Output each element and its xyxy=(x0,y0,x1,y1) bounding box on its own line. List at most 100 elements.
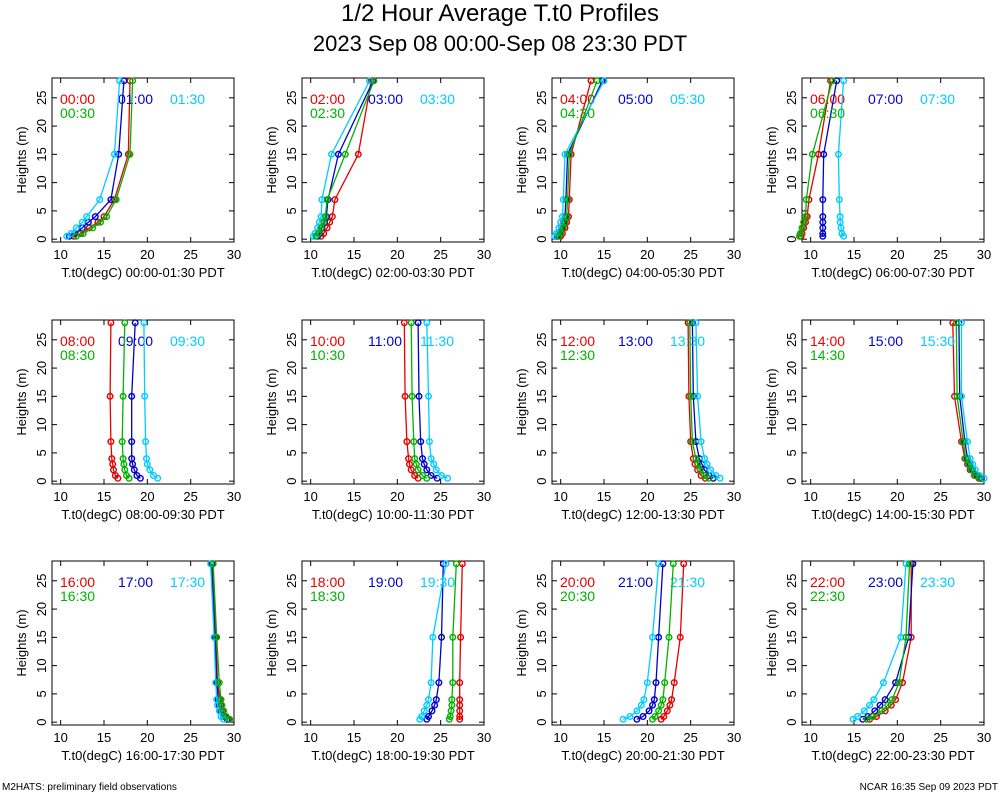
legend-label: 03:00 xyxy=(368,91,403,107)
data-point xyxy=(559,196,567,204)
y-tick-label: 0 xyxy=(34,236,49,243)
legend-label: 08:00 xyxy=(60,333,95,349)
legend-label: 13:30 xyxy=(670,333,705,349)
data-point xyxy=(121,319,129,327)
x-tick-label: 10 xyxy=(303,489,317,504)
legend-label: 12:30 xyxy=(560,347,595,363)
data-point xyxy=(701,455,709,463)
x-tick-label: 10 xyxy=(803,489,817,504)
data-point xyxy=(565,150,573,158)
x-tick-label: 10 xyxy=(303,247,317,262)
legend-label: 05:00 xyxy=(618,91,653,107)
data-point xyxy=(128,392,136,400)
legend-label: 02:30 xyxy=(310,105,345,121)
y-tick-label: 25 xyxy=(534,91,549,105)
data-point xyxy=(643,679,651,687)
x-tick-label: 20 xyxy=(140,489,154,504)
x-tick-label: 20 xyxy=(140,247,154,262)
y-tick-label: 20 xyxy=(784,602,799,616)
data-point xyxy=(688,319,696,327)
y-tick-label: 0 xyxy=(34,478,49,485)
legend-label: 07:00 xyxy=(868,91,903,107)
y-tick-label: 10 xyxy=(34,175,49,189)
y-tick-label: 0 xyxy=(34,719,49,726)
data-point xyxy=(964,460,972,468)
data-point xyxy=(110,150,118,158)
y-tick-label: 5 xyxy=(784,449,799,456)
x-tick-label: 30 xyxy=(227,730,241,745)
x-tick-label: 30 xyxy=(227,489,241,504)
data-point xyxy=(449,679,457,687)
data-point xyxy=(411,455,419,463)
series-line-01:30 xyxy=(66,80,121,237)
y-axis-label: Heights (m) xyxy=(514,126,529,193)
y-tick-label: 10 xyxy=(534,658,549,672)
y-tick-label: 5 xyxy=(784,207,799,214)
y-tick-label: 25 xyxy=(534,574,549,588)
legend-label: 18:30 xyxy=(310,588,345,604)
data-point xyxy=(676,633,684,641)
x-axis-label: T.t0(degC) 16:00-17:30 PDT xyxy=(61,748,224,763)
data-point xyxy=(448,696,456,704)
x-tick-label: 20 xyxy=(890,730,904,745)
plot-frame xyxy=(551,77,735,243)
plot-frame xyxy=(301,77,485,243)
data-point xyxy=(649,633,657,641)
data-point xyxy=(456,696,464,704)
data-point xyxy=(808,150,816,158)
x-tick-label: 15 xyxy=(597,247,611,262)
y-tick-label: 15 xyxy=(284,147,299,161)
x-tick-label: 20 xyxy=(390,247,404,262)
x-tick-label: 15 xyxy=(97,247,111,262)
data-point xyxy=(880,679,888,687)
legend-label: 23:30 xyxy=(920,574,955,590)
legend-label: 06:30 xyxy=(810,105,845,121)
x-tick-label: 25 xyxy=(683,489,697,504)
legend-label: 08:30 xyxy=(60,347,95,363)
data-point xyxy=(802,196,810,204)
y-tick-label: 25 xyxy=(784,91,799,105)
data-point xyxy=(331,196,339,204)
series-line-08:00 xyxy=(109,322,119,479)
data-point xyxy=(83,213,91,221)
y-axis-label: Heights (m) xyxy=(514,609,529,676)
y-tick-label: 25 xyxy=(284,574,299,588)
data-point xyxy=(115,150,123,158)
data-point xyxy=(688,438,696,446)
data-point xyxy=(665,633,673,641)
y-tick-label: 5 xyxy=(34,207,49,214)
x-tick-label: 10 xyxy=(553,489,567,504)
y-tick-label: 20 xyxy=(284,602,299,616)
y-tick-label: 25 xyxy=(34,333,49,347)
legend-label: 19:30 xyxy=(420,574,455,590)
data-point xyxy=(906,560,914,568)
x-tick-label: 20 xyxy=(640,730,654,745)
profile-panel-10: 10 15 20 25 30 0 5 10 15 20 25 T.t0(degC) 18:00-19:… xyxy=(264,560,491,763)
y-tick-label: 15 xyxy=(534,147,549,161)
x-tick-label: 15 xyxy=(347,730,361,745)
legend-label: 19:00 xyxy=(368,574,403,590)
chart-title: 1/2 Hour Average T.t0 Profiles xyxy=(341,0,659,27)
x-axis-label: T.t0(degC) 18:00-19:30 PDT xyxy=(311,748,474,763)
data-point xyxy=(439,560,447,568)
profile-panel-11: 10 15 20 25 30 0 5 10 15 20 25 T.t0(degC) 20:00-21:… xyxy=(514,560,741,763)
data-point xyxy=(687,392,695,400)
x-axis-label: T.t0(degC) 20:00-21:30 PDT xyxy=(561,748,724,763)
legend-label: 04:30 xyxy=(560,105,595,121)
profile-panel-12: 10 15 20 25 30 0 5 10 15 20 25 T.t0(degC) 22:00-23:… xyxy=(764,560,991,763)
data-point xyxy=(78,218,86,226)
data-point xyxy=(213,633,221,641)
data-point xyxy=(651,713,659,721)
y-tick-label: 15 xyxy=(784,147,799,161)
y-tick-label: 15 xyxy=(784,630,799,644)
data-point xyxy=(663,707,671,715)
data-point xyxy=(149,472,157,480)
data-point xyxy=(126,150,134,158)
data-point xyxy=(442,560,450,568)
y-axis-label: Heights (m) xyxy=(14,368,29,435)
data-point xyxy=(118,438,126,446)
y-axis-label: Heights (m) xyxy=(764,368,779,435)
data-point xyxy=(444,474,452,482)
x-tick-label: 20 xyxy=(890,247,904,262)
